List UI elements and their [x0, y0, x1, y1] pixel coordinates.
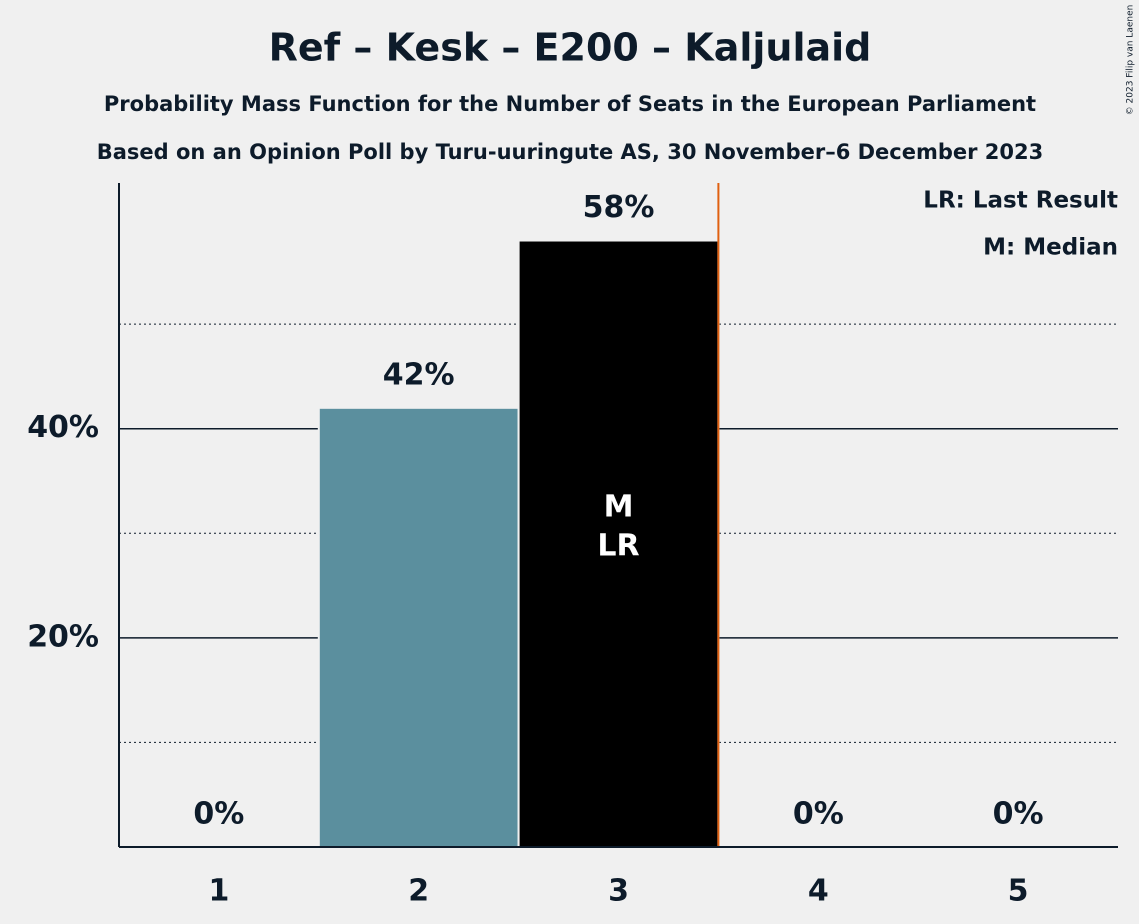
bar — [517, 239, 720, 848]
x-tick-label: 5 — [1008, 874, 1029, 909]
value-label: 58% — [583, 190, 655, 225]
y-tick-label: 40% — [27, 410, 99, 445]
value-label: 42% — [383, 357, 455, 392]
copyright: © 2023 Filip van Laenen — [1126, 5, 1136, 116]
y-tick-label: 20% — [27, 619, 99, 654]
x-tick-label: 2 — [408, 874, 429, 909]
value-label: 0% — [993, 797, 1044, 832]
bar — [317, 406, 520, 848]
value-label: 0% — [193, 797, 244, 832]
x-tick-label: 3 — [608, 874, 629, 909]
value-label: 0% — [793, 797, 844, 832]
x-tick-label: 1 — [208, 874, 229, 909]
chart-title: Ref – Kesk – E200 – Kaljulaid — [269, 26, 872, 70]
chart-subtitle: Probability Mass Function for the Number… — [104, 92, 1036, 116]
bar-annotation: M — [604, 490, 634, 525]
chart-subtitle: Based on an Opinion Poll by Turu-uuringu… — [97, 140, 1044, 164]
legend-text: M: Median — [983, 235, 1118, 261]
legend-text: LR: Last Result — [923, 188, 1118, 214]
x-tick-label: 4 — [808, 874, 829, 909]
bar-annotation: LR — [597, 529, 639, 564]
